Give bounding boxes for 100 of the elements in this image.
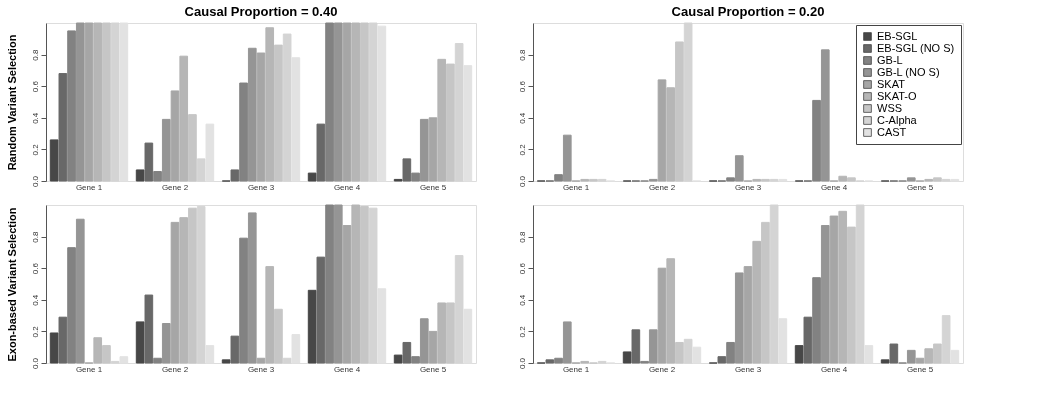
bar [915, 357, 925, 364]
y-tick-label: 0.4 [517, 112, 527, 124]
x-tick-label: Gene 2 [161, 364, 189, 374]
bar [135, 169, 145, 182]
y-tick-label: 0.2 [30, 143, 40, 156]
legend-label: WSS [877, 101, 903, 114]
bar [648, 329, 658, 364]
bar [454, 43, 464, 182]
bar [274, 308, 283, 364]
bar [188, 114, 197, 182]
bar [179, 217, 189, 364]
y-tick-label: 0.4 [30, 294, 40, 306]
bar [333, 204, 343, 364]
bar [803, 316, 813, 364]
bar [847, 177, 856, 182]
x-tick-label: Gene 2 [161, 182, 189, 192]
y-tick-label: 0.0 [517, 175, 527, 188]
bar [75, 218, 85, 364]
bar [161, 118, 171, 182]
bar [554, 357, 563, 364]
bar [84, 22, 94, 182]
bar [683, 338, 693, 364]
y-tick-label: 0.8 [30, 230, 40, 243]
bar [411, 356, 420, 364]
x-tick-label: Gene 2 [648, 182, 676, 192]
bar [342, 22, 352, 182]
bar [726, 177, 735, 182]
bar [437, 302, 447, 364]
bar [230, 169, 240, 182]
x-tick-label: Gene 3 [247, 182, 275, 192]
bar [351, 22, 361, 182]
bar [562, 321, 572, 364]
x-tick-label: Gene 4 [820, 364, 848, 374]
x-tick-label: Gene 4 [333, 182, 361, 192]
bar [67, 247, 76, 364]
bar [812, 277, 821, 364]
y-tick-label: 0.2 [30, 325, 40, 338]
bar [256, 52, 266, 182]
bar [847, 226, 856, 364]
bar [144, 142, 154, 182]
bar [179, 55, 189, 182]
bar [153, 357, 162, 364]
y-tick-label: 0.6 [30, 80, 40, 93]
legend-label: CAST [877, 125, 907, 138]
bar [265, 27, 275, 182]
bar [153, 171, 162, 182]
y-tick-label: 0.0 [517, 357, 527, 370]
x-tick-label: Gene 1 [75, 182, 103, 192]
bar [221, 359, 231, 364]
bar [135, 321, 145, 364]
bar [428, 117, 438, 182]
bar [196, 158, 206, 182]
bar [820, 49, 830, 182]
bar [316, 123, 326, 182]
x-tick-label: Gene 5 [419, 182, 447, 192]
bar [554, 174, 563, 182]
y-tick-label: 0.0 [30, 175, 40, 188]
bar [307, 172, 317, 182]
legend-label: GB-L [877, 53, 903, 66]
bar [675, 41, 684, 182]
bar [93, 22, 103, 182]
bar [838, 210, 848, 364]
bar [838, 175, 848, 182]
bar [75, 22, 85, 182]
bar [368, 207, 378, 364]
y-axis-title: Random Variant Selection [5, 34, 18, 171]
y-tick-label: 0.8 [517, 48, 527, 61]
bar [247, 212, 257, 364]
y-axis-title: Exon-based Variant Selection [5, 207, 18, 362]
bar [734, 272, 744, 364]
y-tick-label: 0.2 [517, 325, 527, 338]
x-tick-label: Gene 5 [906, 364, 934, 374]
bar [333, 22, 343, 182]
x-tick-label: Gene 3 [247, 364, 275, 374]
legend-label: GB-L (NO S) [877, 65, 940, 78]
bar [924, 348, 934, 364]
bar [282, 33, 292, 182]
bar [666, 87, 676, 182]
bar [829, 215, 839, 364]
bar [794, 345, 804, 364]
bar [657, 267, 667, 364]
bar [437, 58, 447, 182]
bar [906, 177, 916, 182]
y-tick-label: 0.4 [517, 294, 527, 306]
bar [933, 343, 942, 364]
bar [761, 221, 770, 364]
bar [342, 225, 352, 364]
legend-label: EB-SGL [877, 29, 918, 42]
x-tick-label: Gene 3 [734, 364, 762, 374]
legend-label: EB-SGL (NO S) [877, 41, 955, 54]
bar [726, 341, 735, 364]
chart-title: Causal Proportion = 0.20 [671, 3, 825, 19]
bar [239, 82, 248, 182]
y-tick-label: 0.0 [30, 357, 40, 370]
bar [282, 357, 292, 364]
x-tick-label: Gene 1 [75, 364, 103, 374]
bar [49, 332, 59, 364]
bar [812, 99, 821, 182]
bar [734, 155, 744, 182]
bar [110, 22, 120, 182]
